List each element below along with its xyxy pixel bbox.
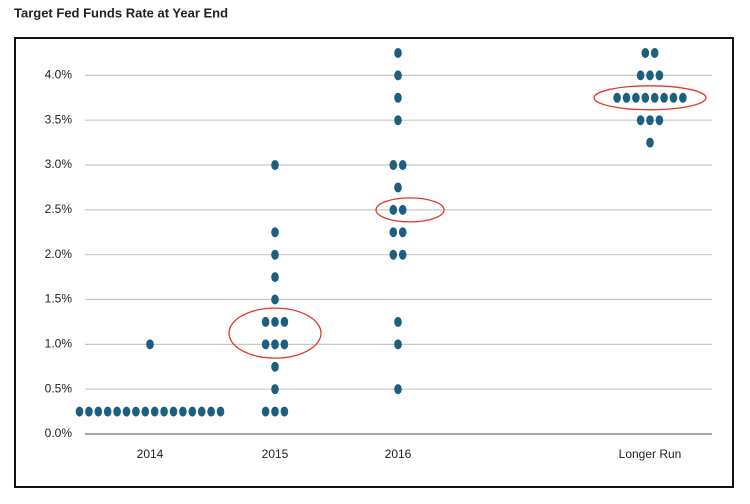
dot bbox=[389, 204, 398, 215]
dot bbox=[646, 115, 654, 126]
dot bbox=[398, 160, 407, 171]
dot bbox=[103, 406, 112, 417]
dot bbox=[179, 406, 187, 417]
dot bbox=[636, 115, 645, 126]
dot bbox=[650, 47, 659, 58]
dot bbox=[389, 227, 398, 238]
y-tick-label: 1.5% bbox=[45, 292, 73, 306]
dot bbox=[398, 249, 407, 260]
dot bbox=[394, 92, 402, 103]
dot bbox=[207, 406, 215, 417]
dot bbox=[636, 70, 645, 81]
dot bbox=[632, 92, 640, 103]
dot bbox=[160, 406, 168, 417]
dot bbox=[679, 92, 687, 103]
dot bbox=[394, 339, 402, 350]
dot bbox=[389, 160, 398, 171]
dot bbox=[146, 339, 154, 350]
y-tick-label: 3.5% bbox=[45, 112, 73, 126]
y-tick-label: 0.0% bbox=[45, 426, 73, 440]
y-tick-label: 3.0% bbox=[45, 157, 73, 171]
dot bbox=[655, 115, 664, 126]
y-tick-label: 2.5% bbox=[45, 202, 73, 216]
chart-frame bbox=[14, 37, 734, 488]
x-tick-label: 2016 bbox=[385, 447, 412, 461]
dot bbox=[271, 406, 279, 417]
dot bbox=[85, 406, 93, 417]
dot bbox=[394, 115, 402, 126]
dot bbox=[271, 361, 279, 372]
dot bbox=[94, 406, 103, 417]
dot bbox=[169, 406, 178, 417]
dot bbox=[655, 70, 664, 81]
dot bbox=[150, 406, 159, 417]
x-tick-label: Longer Run bbox=[619, 447, 682, 461]
chart-title: Target Fed Funds Rate at Year End bbox=[14, 5, 228, 20]
y-tick-label: 4.0% bbox=[45, 68, 73, 82]
x-tick-label: 2014 bbox=[137, 447, 164, 461]
y-tick-label: 1.0% bbox=[45, 337, 73, 351]
dot bbox=[650, 92, 659, 103]
dot bbox=[271, 249, 279, 260]
dot bbox=[216, 406, 225, 417]
dot bbox=[197, 406, 206, 417]
dot bbox=[75, 406, 84, 417]
dot bbox=[271, 227, 279, 238]
dot bbox=[660, 92, 668, 103]
dot bbox=[261, 339, 270, 350]
median-highlight bbox=[375, 197, 445, 223]
dot bbox=[398, 227, 407, 238]
dot bbox=[271, 272, 279, 283]
y-tick-label: 0.5% bbox=[45, 381, 73, 395]
x-tick-label: 2015 bbox=[262, 447, 289, 461]
dot bbox=[669, 92, 678, 103]
dot bbox=[122, 406, 131, 417]
median-highlight bbox=[228, 307, 322, 359]
dot bbox=[261, 316, 270, 327]
dot bbox=[646, 70, 654, 81]
dot bbox=[622, 92, 631, 103]
dot bbox=[271, 384, 279, 395]
dot bbox=[641, 92, 650, 103]
dot bbox=[271, 339, 279, 350]
dot bbox=[394, 47, 402, 58]
dot bbox=[261, 406, 270, 417]
dot bbox=[271, 160, 279, 171]
dot bbox=[389, 249, 398, 260]
dot bbox=[271, 294, 279, 305]
dot bbox=[271, 316, 279, 327]
dot bbox=[641, 47, 650, 58]
dot bbox=[141, 406, 150, 417]
median-highlight bbox=[593, 85, 707, 111]
dot bbox=[280, 339, 289, 350]
dot bbox=[394, 70, 402, 81]
y-tick-label: 2.0% bbox=[45, 247, 73, 261]
dot bbox=[613, 92, 621, 103]
dot bbox=[188, 406, 197, 417]
dot bbox=[394, 316, 402, 327]
dot bbox=[280, 316, 289, 327]
dot bbox=[280, 406, 289, 417]
dot bbox=[394, 384, 402, 395]
dot bbox=[394, 182, 402, 193]
dot bbox=[398, 204, 407, 215]
dot bbox=[646, 137, 654, 148]
dot bbox=[113, 406, 121, 417]
dot bbox=[132, 406, 140, 417]
